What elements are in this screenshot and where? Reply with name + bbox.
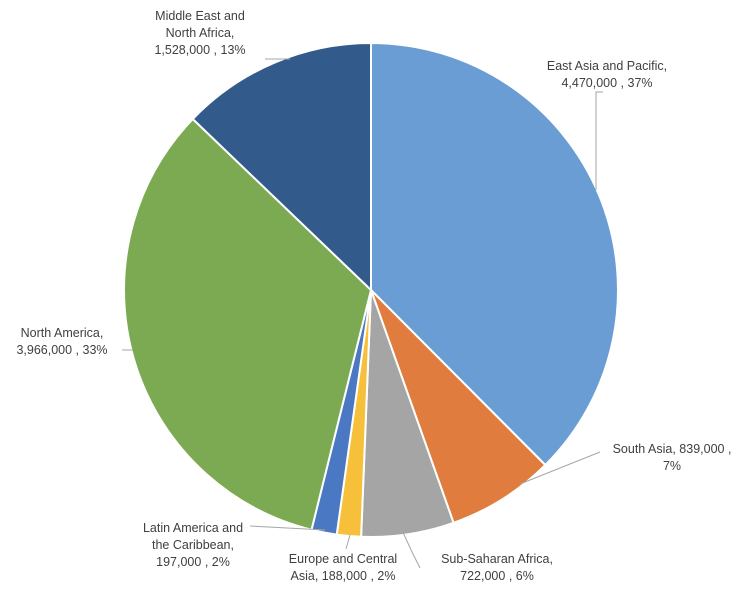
pie-slices: [123, 42, 619, 538]
data-label-sub-saharan-africa: Sub-Saharan Africa, 722,000 , 6%: [441, 552, 553, 583]
data-label-east-asia-and-pacific: East Asia and Pacific, 4,470,000 , 37%: [546, 59, 668, 90]
data-label-middle-east-and-north-africa: Middle East and North Africa, 1,528,000 …: [154, 9, 246, 57]
data-label-north-america: North America, 3,966,000 , 33%: [16, 326, 108, 357]
leader-line-latin-america-and-the-caribbean: [249, 525, 326, 531]
pie-slice-east-asia-and-pacific: [370, 42, 619, 466]
data-label-europe-and-central-asia: Europe and Central Asia, 188,000 , 2%: [288, 552, 398, 583]
leader-lines: [122, 58, 603, 569]
pie-slice-north-america: [123, 118, 372, 531]
pie-slice-south-asia: [370, 289, 547, 524]
pie-slice-middle-east-and-north-africa: [191, 42, 372, 291]
leader-line-east-asia-and-pacific: [595, 91, 603, 190]
leader-line-south-asia: [519, 451, 601, 485]
leader-line-sub-saharan-africa: [400, 527, 421, 569]
data-label-latin-america-and-the-caribbean: Latin America and the Caribbean, 197,000…: [142, 521, 244, 569]
leader-line-europe-and-central-asia: [345, 534, 351, 550]
data-label-south-asia: South Asia, 839,000 , 7%: [612, 442, 732, 473]
